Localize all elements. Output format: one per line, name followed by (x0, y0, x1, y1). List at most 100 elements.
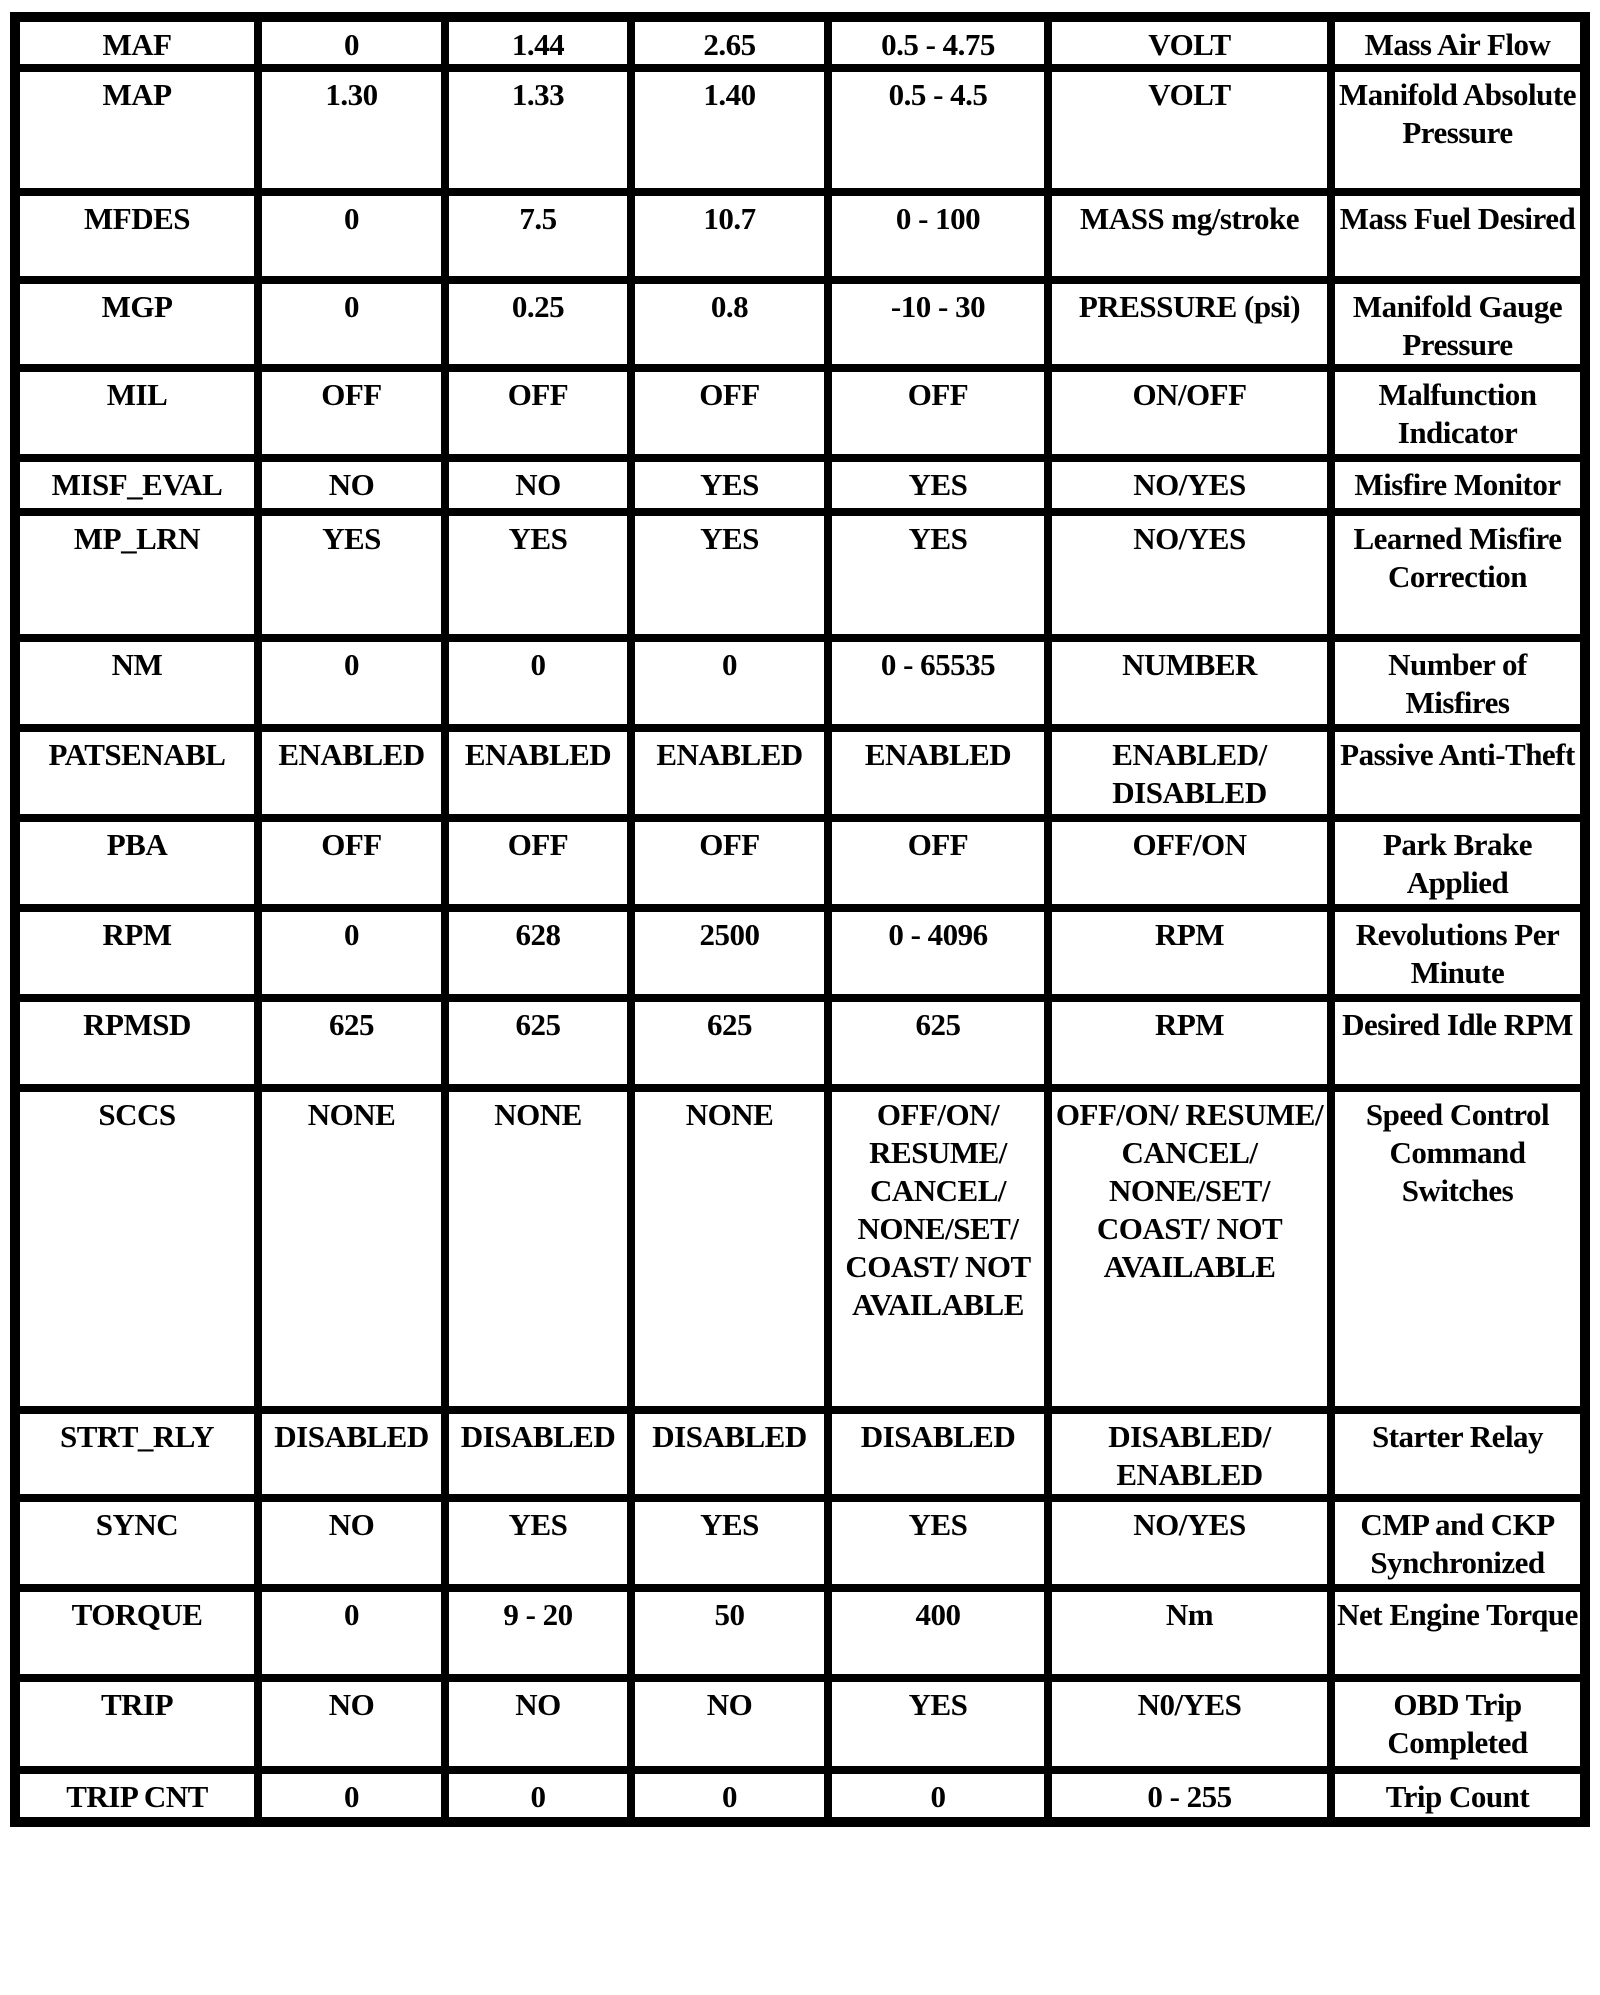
table-cell: 2.65 (627, 13, 832, 72)
table-row: TORQUE 0 9 - 20 50 400 Nm Net Engine Torque (11, 1584, 1589, 1682)
table-cell: YES (824, 508, 1052, 642)
table-cell: 0 (254, 634, 449, 732)
table-row: NM 0 0 0 0 - 65535 NUMBER Number of Misfires (11, 634, 1589, 732)
table-cell: 0 (824, 1766, 1052, 1826)
table-cell: VOLT (1044, 64, 1335, 196)
table-cell: 0.25 (441, 276, 635, 372)
table-cell: Mass Fuel Desired (1327, 188, 1589, 284)
table-cell: DISABLED (441, 1406, 635, 1502)
table-cell: NO (441, 454, 635, 516)
table-cell: ENABLED (441, 724, 635, 822)
table-cell: YES (824, 1494, 1052, 1592)
table-cell: DISABLED/ ENABLED (1044, 1406, 1335, 1502)
table-cell: NO (254, 454, 449, 516)
table-cell: TRIP (11, 1674, 262, 1774)
table-cell: 10.7 (627, 188, 832, 284)
table-cell: 0 (441, 1766, 635, 1826)
table-cell: NO/YES (1044, 1494, 1335, 1592)
table-cell: STRT_RLY (11, 1406, 262, 1502)
table-cell: 0 - 4096 (824, 904, 1052, 1002)
table-cell: NO/YES (1044, 508, 1335, 642)
table-cell: Misfire Monitor (1327, 454, 1589, 516)
table-cell: Learned Misfire Correction (1327, 508, 1589, 642)
table-cell: 625 (824, 994, 1052, 1092)
table-cell: PRESSURE (psi) (1044, 276, 1335, 372)
table-cell: NONE (254, 1084, 449, 1414)
table-cell: MAP (11, 64, 262, 196)
table-row: RPM 0 628 2500 0 - 4096 RPM Revolutions Per Mi… (11, 904, 1589, 1002)
table-cell: NONE (441, 1084, 635, 1414)
table-cell: 50 (627, 1584, 832, 1682)
table-cell: NM (11, 634, 262, 732)
table-cell: YES (627, 508, 832, 642)
table-cell: RPMSD (11, 994, 262, 1092)
table-cell: OFF (441, 814, 635, 912)
table-cell: CMP and CKP Synchronized (1327, 1494, 1589, 1592)
table-cell: OFF/ON (1044, 814, 1335, 912)
table-cell: YES (627, 1494, 832, 1592)
table-cell: Passive Anti-Theft (1327, 724, 1589, 822)
table-row: PATSENABL ENABLED ENABLED ENABLED ENABLED ENA… (11, 724, 1589, 822)
table-cell: MISF_EVAL (11, 454, 262, 516)
table-row: MFDES 0 7.5 10.7 0 - 100 MASS mg/stroke Mass F… (11, 188, 1589, 284)
table-row: MP_LRN YES YES YES YES NO/YES Learned Misfire … (11, 508, 1589, 642)
table-cell: 0 (254, 1766, 449, 1826)
table-cell: NO (254, 1494, 449, 1592)
table-cell: ENABLED (254, 724, 449, 822)
table-cell: 1.44 (441, 13, 635, 72)
table-cell: 0 (627, 1766, 832, 1826)
table-cell: 1.40 (627, 64, 832, 196)
table-cell: YES (824, 454, 1052, 516)
table-cell: ENABLED/ DISABLED (1044, 724, 1335, 822)
table-row: STRT_RLY DISABLED DISABLED DISABLED DISABLED… (11, 1406, 1589, 1502)
table-cell: 400 (824, 1584, 1052, 1682)
table-cell: 0 (254, 188, 449, 284)
table-cell: TRIP CNT (11, 1766, 262, 1826)
table-cell: OFF (824, 364, 1052, 462)
table-cell: 0 - 65535 (824, 634, 1052, 732)
table-cell: RPM (11, 904, 262, 1002)
table-row: SCCS NONE NONE NONE OFF/ON/ RESUME/ CANCEL/ … (11, 1084, 1589, 1414)
table-cell: PBA (11, 814, 262, 912)
table-cell: YES (254, 508, 449, 642)
table-row: RPMSD 625 625 625 625 RPM Desired Idle RPM (11, 994, 1589, 1092)
table-cell: MIL (11, 364, 262, 462)
table-cell: 0.5 - 4.5 (824, 64, 1052, 196)
table-cell: RPM (1044, 994, 1335, 1092)
table-cell: NO (627, 1674, 832, 1774)
table-cell: OFF (627, 364, 832, 462)
table-cell: PATSENABL (11, 724, 262, 822)
table-cell: Desired Idle RPM (1327, 994, 1589, 1092)
table-cell: Trip Count (1327, 1766, 1589, 1826)
table-row: MIL OFF OFF OFF OFF ON/OFF Malfunction Indicat… (11, 364, 1589, 462)
table-cell: 0 - 100 (824, 188, 1052, 284)
table-cell: YES (441, 508, 635, 642)
table-cell: Speed Control Command Switches (1327, 1084, 1589, 1414)
table-row: MAP 1.30 1.33 1.40 0.5 - 4.5 VOLT Manifold Abs… (11, 64, 1589, 196)
table-cell: N0/YES (1044, 1674, 1335, 1774)
table-cell: DISABLED (627, 1406, 832, 1502)
table-cell: MAF (11, 13, 262, 72)
table-cell: Starter Relay (1327, 1406, 1589, 1502)
table-cell: 625 (254, 994, 449, 1092)
table-row: SYNC NO YES YES YES NO/YES CMP and CKP Synchro… (11, 1494, 1589, 1592)
table-cell: Manifold Absolute Pressure (1327, 64, 1589, 196)
table-cell: NUMBER (1044, 634, 1335, 732)
table-row: MISF_EVAL NO NO YES YES NO/YES Misfire Monitor (11, 454, 1589, 516)
table-row: MGP 0 0.25 0.8 -10 - 30 PRESSURE (psi) Manifol… (11, 276, 1589, 372)
table-cell: TORQUE (11, 1584, 262, 1682)
table-cell: DISABLED (254, 1406, 449, 1502)
table-cell: OFF (627, 814, 832, 912)
table-cell: 2500 (627, 904, 832, 1002)
table-cell: -10 - 30 (824, 276, 1052, 372)
table-cell: OFF (254, 364, 449, 462)
table-cell: Nm (1044, 1584, 1335, 1682)
table-cell: 0 (254, 1584, 449, 1682)
pid-table: MAF 0 1.44 2.65 0.5 - 4.75 VOLT Mass Air Flow M… (10, 12, 1590, 1827)
table-cell: Revolutions Per Minute (1327, 904, 1589, 1002)
table-cell: ENABLED (824, 724, 1052, 822)
table-cell: NO/YES (1044, 454, 1335, 516)
table-cell: MFDES (11, 188, 262, 284)
table-cell: ON/OFF (1044, 364, 1335, 462)
table-cell: 1.30 (254, 64, 449, 196)
